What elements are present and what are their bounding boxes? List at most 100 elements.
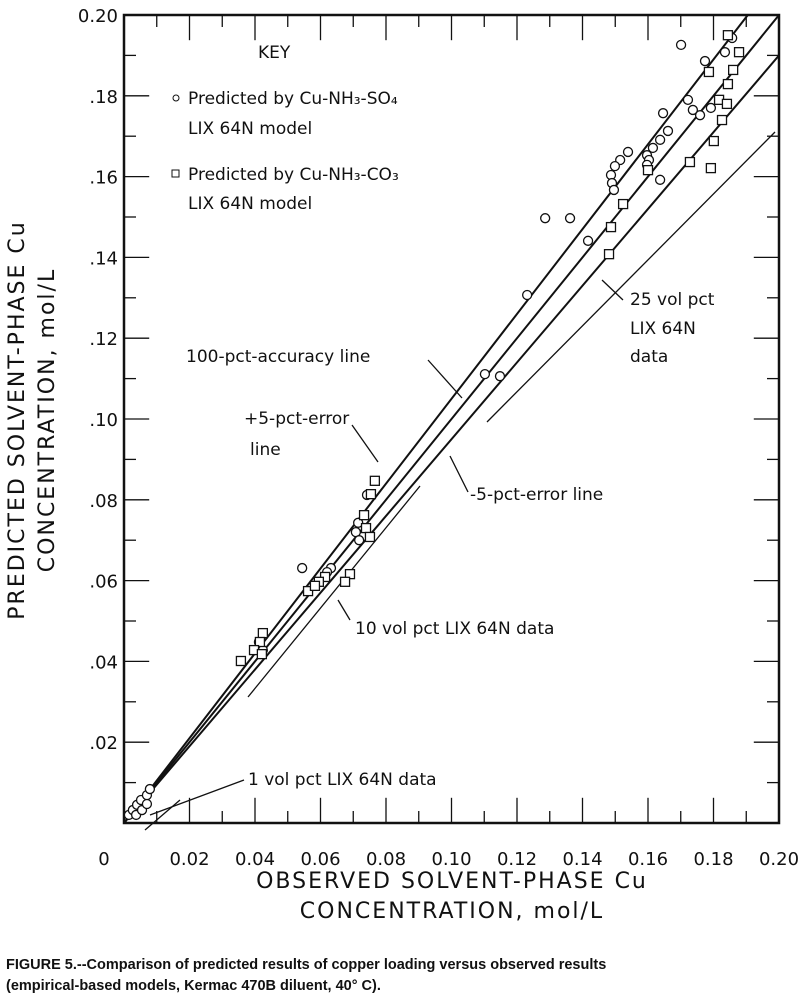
square-point — [722, 30, 734, 41]
annotation-accuracy: 100-pct-accuracy line — [186, 347, 370, 367]
square-point — [684, 156, 696, 168]
reference-line — [123, 54, 780, 824]
reference-line — [123, 14, 749, 824]
legend: KEY Predicted by Cu-NH₃-SO₄ LIX 64N mode… — [171, 43, 399, 214]
plus5-arrow — [351, 424, 379, 463]
y-tick-label: .10 — [89, 410, 118, 431]
square-point — [360, 522, 372, 534]
caption-line-2: (empirical-based models, Kermac 470B dil… — [6, 978, 381, 994]
reference-lines — [123, 14, 780, 824]
x-tick-label: 0.06 — [300, 849, 340, 870]
x-tick-label: 0 — [98, 849, 109, 870]
x-tick-label: 0.18 — [693, 849, 733, 870]
square-point — [617, 198, 629, 210]
x-axis-title-2: CONCENTRATION, mol/L — [300, 899, 604, 924]
legend-entry-2-line2: LIX 64N model — [188, 194, 312, 214]
circle-point — [494, 371, 506, 382]
x-tick-label: 0.02 — [169, 849, 209, 870]
y-tick-label: .16 — [89, 168, 118, 189]
accuracy-arrow — [427, 359, 463, 399]
circle-point — [479, 369, 491, 380]
circle-point — [564, 213, 576, 224]
square-point — [309, 580, 321, 592]
vol25-arrow — [601, 279, 624, 301]
square-point — [708, 135, 719, 147]
annotation-vol10: 10 vol pct LIX 64N data — [355, 619, 554, 639]
legend-entry-1-line2: LIX 64N model — [188, 119, 312, 139]
circle-point — [699, 55, 711, 67]
circle-point — [353, 535, 365, 546]
x-tick-label: 0.08 — [366, 849, 406, 870]
circle-point — [582, 235, 594, 246]
square-point — [705, 162, 717, 174]
annotation-vol1: 1 vol pct LIX 64N data — [248, 770, 437, 790]
square-point — [257, 627, 269, 639]
vol1-bracket — [144, 799, 181, 831]
y-tick-label: .02 — [89, 733, 118, 754]
annotation-vol25-b: LIX 64N — [630, 319, 696, 339]
annotation-minus5: -5-pct-error line — [470, 485, 603, 505]
legend-circle-marker — [172, 94, 180, 102]
data-points — [123, 30, 745, 821]
vol25-bracket — [486, 131, 776, 423]
scatter-chart: 0 0.02 0.04 0.06 0.08 0.10 0.12 0.14 0.16 0.18 0.2… — [5, 6, 799, 924]
square-point — [603, 249, 615, 260]
square-point — [721, 98, 733, 110]
square-point — [256, 648, 268, 660]
vol1-arrow — [149, 779, 245, 816]
minus5-arrow — [449, 455, 469, 493]
y-tick-label: .06 — [89, 572, 118, 593]
caption-line-1: FIGURE 5.--Comparison of predicted resul… — [6, 957, 607, 973]
square-point — [358, 510, 370, 521]
circle-point — [705, 102, 717, 114]
annotation-vol25-c: data — [630, 347, 668, 367]
y-tick-label: .04 — [89, 652, 118, 673]
circle-point — [609, 160, 621, 172]
square-point — [254, 636, 266, 648]
circle-point — [719, 47, 731, 58]
annotation-plus5-line: line — [250, 440, 281, 460]
axes: 0 0.02 0.04 0.06 0.08 0.10 0.12 0.14 0.16 0.18 0.2… — [78, 6, 799, 870]
y-tick-label: .12 — [89, 329, 118, 350]
y-tick-label: .18 — [89, 87, 118, 108]
square-point — [302, 585, 314, 597]
circle-point — [353, 517, 364, 528]
annotation-plus5: +5-pct-error — [244, 409, 349, 429]
square-point — [364, 531, 376, 543]
legend-entry-1-line1: Predicted by Cu-NH₃-SO₄ — [188, 89, 398, 109]
legend-title: KEY — [258, 43, 291, 63]
circle-point — [654, 134, 666, 145]
vol10-arrow — [337, 599, 351, 621]
circle-point — [657, 108, 669, 119]
square-point — [235, 655, 247, 667]
legend-entry-2-line1: Predicted by Cu-NH₃-CO₃ — [188, 165, 399, 185]
y-tick-label: .14 — [89, 248, 118, 269]
square-point — [365, 488, 377, 500]
circle-point — [682, 94, 694, 105]
circle-point — [522, 289, 533, 301]
circle-point — [622, 146, 634, 158]
circle-point — [297, 562, 308, 574]
circle-point — [540, 213, 551, 224]
annotation-vol25-a: 25 vol pct — [630, 290, 715, 310]
x-tick-label: 0.10 — [431, 849, 471, 870]
x-tick-label: 0.20 — [759, 849, 799, 870]
circle-point — [687, 104, 699, 116]
square-point — [339, 576, 351, 587]
x-axis-title-1: OBSERVED SOLVENT-PHASE Cu — [256, 869, 648, 894]
square-point — [733, 47, 745, 58]
square-point — [716, 114, 728, 126]
square-point — [369, 475, 381, 486]
square-point — [605, 221, 617, 233]
square-point — [703, 66, 715, 78]
circle-point — [608, 184, 620, 196]
square-point — [722, 78, 734, 90]
y-tick-label: .08 — [89, 491, 118, 512]
annotation-arrows — [144, 131, 776, 831]
x-tick-label: 0.12 — [497, 849, 537, 870]
circle-point — [675, 39, 687, 51]
square-point — [728, 64, 739, 76]
x-tick-label: 0.16 — [628, 849, 668, 870]
circle-point — [662, 125, 674, 137]
figure-caption: FIGURE 5.--Comparison of predicted resul… — [6, 955, 796, 997]
